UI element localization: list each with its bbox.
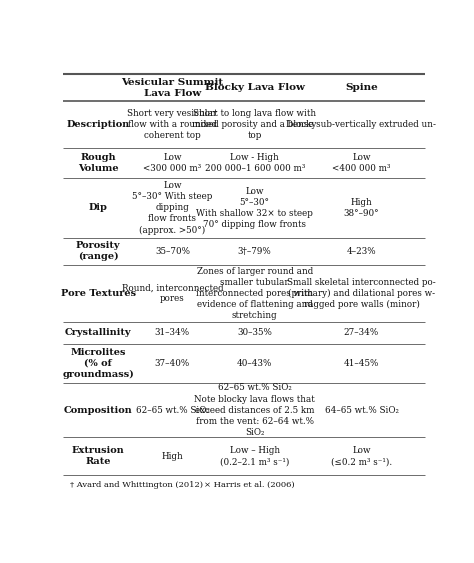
Text: Round, interconnected
pores: Round, interconnected pores	[121, 283, 223, 303]
Text: Small skeletal interconnected po-
(primary) and dilational pores w-
ragged pore : Small skeletal interconnected po- (prima…	[287, 278, 436, 309]
Text: 37–40%: 37–40%	[155, 359, 190, 368]
Text: 3†–79%: 3†–79%	[238, 247, 272, 256]
Text: Vesicular Summit
Lava Flow: Vesicular Summit Lava Flow	[121, 78, 223, 97]
Text: Dense sub-vertically extruded un-: Dense sub-vertically extruded un-	[286, 120, 437, 129]
Text: Extrusion
Rate: Extrusion Rate	[72, 446, 125, 466]
Text: High: High	[162, 452, 183, 461]
Text: High
38°–90°: High 38°–90°	[344, 198, 379, 218]
Text: Low
<400 000 m³: Low <400 000 m³	[332, 153, 391, 173]
Text: 40–43%: 40–43%	[237, 359, 273, 368]
Text: Pore Textures: Pore Textures	[61, 289, 136, 298]
Text: Porosity
(range): Porosity (range)	[76, 241, 120, 261]
Text: 62–65 wt.% SiO₂: 62–65 wt.% SiO₂	[136, 405, 209, 414]
Text: Dip: Dip	[89, 203, 108, 212]
Text: 31–34%: 31–34%	[155, 328, 190, 337]
Text: Low
5°–30° With steep
dipping
flow fronts
(approx. >50°): Low 5°–30° With steep dipping flow front…	[132, 181, 212, 235]
Text: 62–65 wt.% SiO₂
Note blocky lava flows that
exceed distances of 2.5 km
from the : 62–65 wt.% SiO₂ Note blocky lava flows t…	[194, 383, 315, 437]
Text: Microlites
(% of
groundmass): Microlites (% of groundmass)	[62, 347, 134, 379]
Text: † Avard and Whittington (2012): † Avard and Whittington (2012)	[70, 481, 203, 489]
Text: Low - High
200 000–1 600 000 m³: Low - High 200 000–1 600 000 m³	[204, 153, 305, 173]
Text: Rough
Volume: Rough Volume	[78, 153, 118, 173]
Text: Composition: Composition	[64, 405, 133, 414]
Text: Low – High
(0.2–2.1 m³ s⁻¹): Low – High (0.2–2.1 m³ s⁻¹)	[220, 446, 290, 466]
Text: Low
5°–30°
With shallow 32× to steep
70° dipping flow fronts: Low 5°–30° With shallow 32× to steep 70°…	[196, 187, 313, 229]
Text: 64–65 wt.% SiO₂: 64–65 wt.% SiO₂	[325, 405, 398, 414]
Text: Description: Description	[66, 120, 130, 129]
Text: Blocky Lava Flow: Blocky Lava Flow	[205, 83, 305, 92]
Text: Low
(≤0.2 m³ s⁻¹).: Low (≤0.2 m³ s⁻¹).	[331, 446, 392, 466]
Text: 35–70%: 35–70%	[155, 247, 190, 256]
Text: Spine: Spine	[345, 83, 378, 92]
Text: Short very vesicular
flow with a rounded
coherent top: Short very vesicular flow with a rounded…	[128, 109, 218, 140]
Text: Zones of larger round and
smaller tubular
interconnected pores with
evidence of : Zones of larger round and smaller tubula…	[196, 267, 313, 320]
Text: Crystallinity: Crystallinity	[65, 328, 131, 337]
Text: 27–34%: 27–34%	[344, 328, 379, 337]
Text: Short to long lava flow with
mixed porosity and a blocky
top: Short to long lava flow with mixed poros…	[192, 109, 317, 140]
Text: 41–45%: 41–45%	[344, 359, 379, 368]
Text: 4–23%: 4–23%	[346, 247, 376, 256]
Text: × Harris et al. (2006): × Harris et al. (2006)	[204, 481, 294, 489]
Text: 30–35%: 30–35%	[237, 328, 272, 337]
Text: Low
<300 000 m³: Low <300 000 m³	[143, 153, 201, 173]
